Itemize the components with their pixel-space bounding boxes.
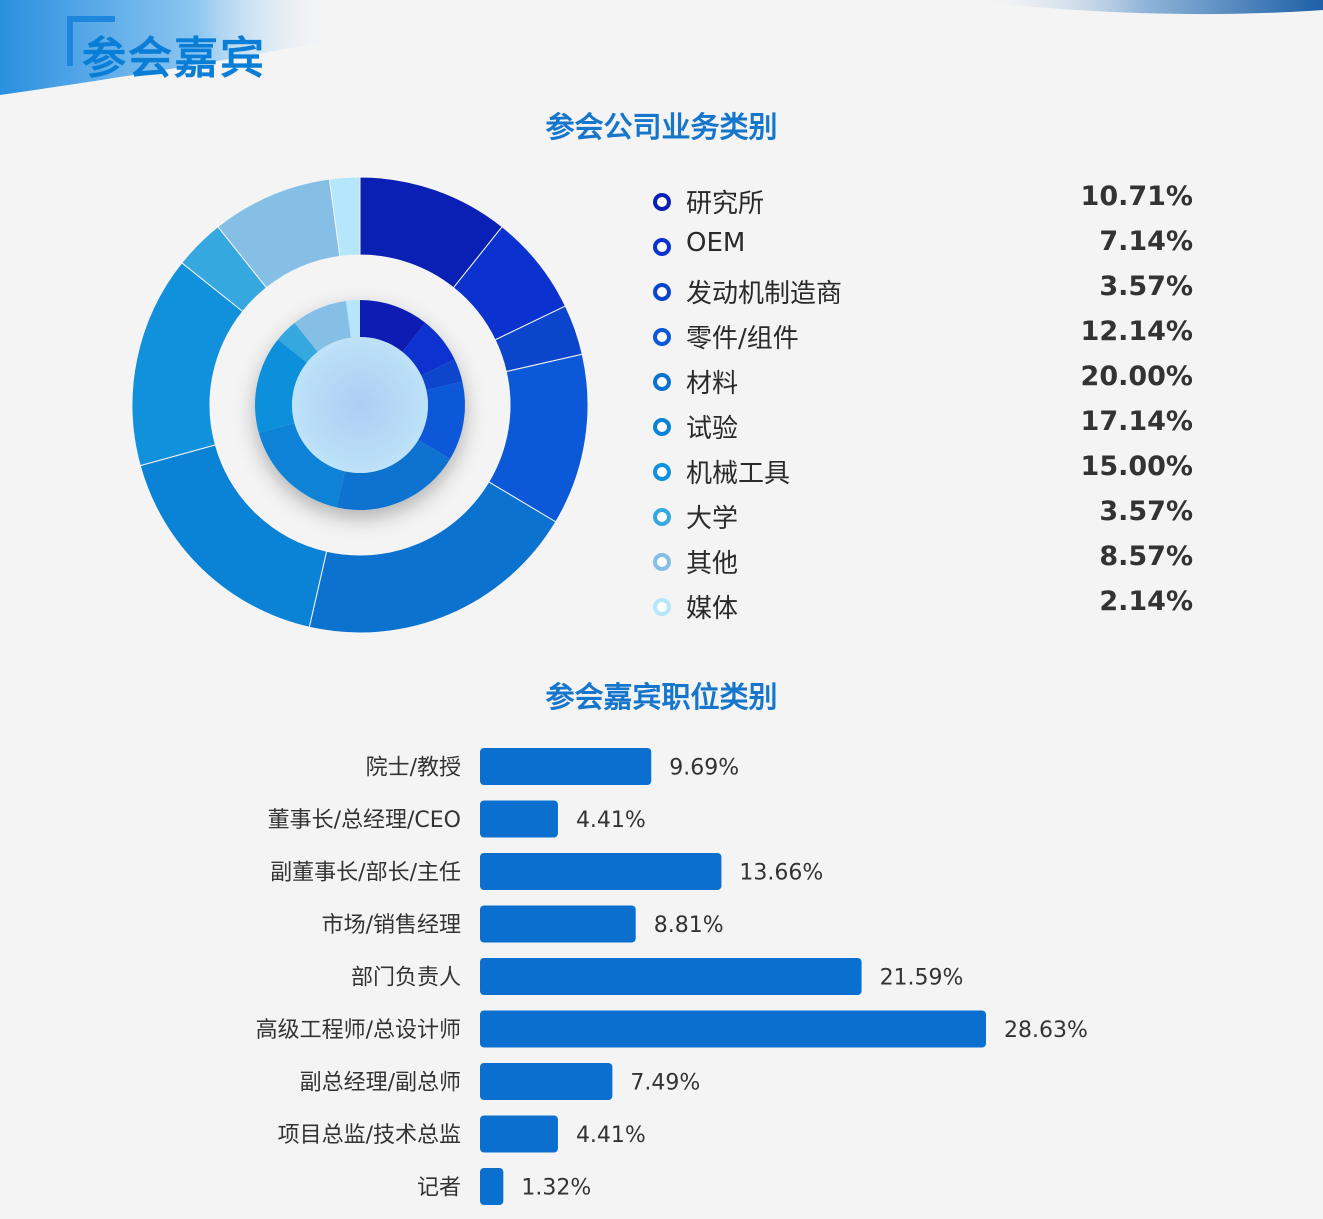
bar-value-label: 28.63%	[1004, 1018, 1088, 1043]
donut-slice-inner	[258, 423, 345, 508]
bar-category-label: 院士/教授	[366, 756, 461, 781]
bar-category-label: 项目总监/技术总监	[278, 1123, 461, 1148]
legend-label: 媒体	[686, 594, 739, 624]
legend-marker-icon	[653, 373, 671, 391]
legend-item: 发动机制造商 3.57%	[648, 268, 1193, 313]
bar-value-label: 7.49%	[630, 1071, 700, 1096]
position-bar-chart: 院士/教授 9.69% 董事长/总经理/CEO 4.41% 副董事长/部长/主任 13.6…	[256, 748, 1088, 1205]
legend-item: OEM 7.14%	[648, 223, 1193, 268]
bar	[480, 1063, 613, 1100]
legend-label: 发动机制造商	[686, 279, 843, 309]
bar	[480, 905, 636, 943]
bar	[480, 1010, 986, 1048]
bar	[480, 1168, 504, 1205]
legend-marker-icon	[653, 193, 671, 211]
donut-center	[292, 337, 428, 473]
bar-category-label: 副总经理/副总师	[300, 1071, 461, 1096]
legend-label: OEM	[686, 228, 746, 258]
section-title: 参会嘉宾	[82, 33, 266, 84]
donut-slice-inner	[336, 439, 451, 510]
legend-marker-icon	[653, 463, 671, 481]
bar-value-label: 4.41%	[576, 1123, 646, 1148]
legend-item: 零件/组件 12.14%	[648, 313, 1193, 358]
bar-value-label: 13.66%	[739, 861, 823, 886]
donut-slice-inner	[277, 322, 318, 363]
bar-category-label: 高级工程师/总设计师	[256, 1018, 461, 1043]
business-legend: 研究所 10.71% OEM 7.14% 发动机制造商 3.57% 零件/组件 12.14% 材…	[648, 178, 1193, 628]
legend-label: 零件/组件	[686, 324, 799, 354]
donut-slice-inner	[294, 300, 351, 352]
legend-label: 大学	[686, 504, 739, 534]
bar-value-label: 4.41%	[576, 808, 646, 833]
bar	[480, 1115, 558, 1153]
outer-ring	[131, 176, 589, 634]
donut-slice-inner	[345, 300, 360, 338]
bar	[480, 800, 558, 838]
legend-marker-icon	[653, 328, 671, 346]
legend-value: 12.14%	[1080, 316, 1193, 347]
legend-value: 3.57%	[1099, 496, 1193, 527]
bar-category-label: 市场/销售经理	[322, 913, 461, 938]
bar-category-label: 记者	[417, 1176, 461, 1201]
donut-slice-inner	[402, 322, 455, 376]
bar	[480, 853, 722, 890]
business-chart-title: 参会公司业务类别	[545, 110, 778, 144]
legend-label: 材料	[686, 369, 739, 399]
position-chart-title: 参会嘉宾职位类别	[545, 680, 778, 714]
legend-value: 2.14%	[1099, 586, 1193, 617]
legend-marker-icon	[653, 598, 671, 616]
legend-item: 媒体 2.14%	[648, 583, 1193, 628]
legend-marker-icon	[653, 238, 671, 256]
bar-value-label: 1.32%	[521, 1176, 591, 1201]
bar-category-label: 副董事长/部长/主任	[270, 861, 461, 886]
legend-value: 15.00%	[1080, 451, 1193, 482]
donut-slice-inner	[418, 381, 466, 459]
legend-item: 试验 17.14%	[648, 403, 1193, 448]
legend-value: 7.14%	[1099, 226, 1193, 257]
legend-label: 机械工具	[686, 459, 791, 489]
legend-label: 其他	[686, 549, 739, 579]
legend-value: 17.14%	[1080, 406, 1193, 437]
inner-ring	[254, 300, 466, 510]
legend-value: 8.57%	[1099, 541, 1193, 572]
bar-category-label: 部门负责人	[351, 966, 461, 991]
legend-marker-icon	[653, 283, 671, 301]
business-donut-chart	[131, 176, 589, 634]
donut-slice-inner	[360, 300, 426, 352]
bar-value-label: 21.59%	[880, 966, 964, 991]
legend-item: 材料 20.00%	[648, 358, 1193, 403]
bar-value-label: 9.69%	[669, 756, 739, 781]
legend-value: 10.71%	[1080, 181, 1193, 212]
bar	[480, 958, 862, 995]
legend-item: 机械工具 15.00%	[648, 448, 1193, 493]
legend-marker-icon	[653, 508, 671, 526]
bar-category-label: 董事长/总经理/CEO	[268, 808, 461, 833]
legend-value: 20.00%	[1080, 361, 1193, 392]
legend-marker-icon	[653, 418, 671, 436]
legend-item: 其他 8.57%	[648, 538, 1193, 583]
donut-slice-inner	[254, 339, 307, 433]
legend-label: 研究所	[686, 189, 765, 219]
legend-marker-icon	[653, 553, 671, 571]
legend-item: 大学 3.57%	[648, 493, 1193, 538]
legend-value: 3.57%	[1099, 271, 1193, 302]
donut-slice-inner	[421, 359, 463, 390]
legend-label: 试验	[686, 414, 739, 444]
bar	[480, 748, 652, 785]
legend-item: 研究所 10.71%	[648, 178, 1193, 223]
bar-value-label: 8.81%	[654, 913, 724, 938]
